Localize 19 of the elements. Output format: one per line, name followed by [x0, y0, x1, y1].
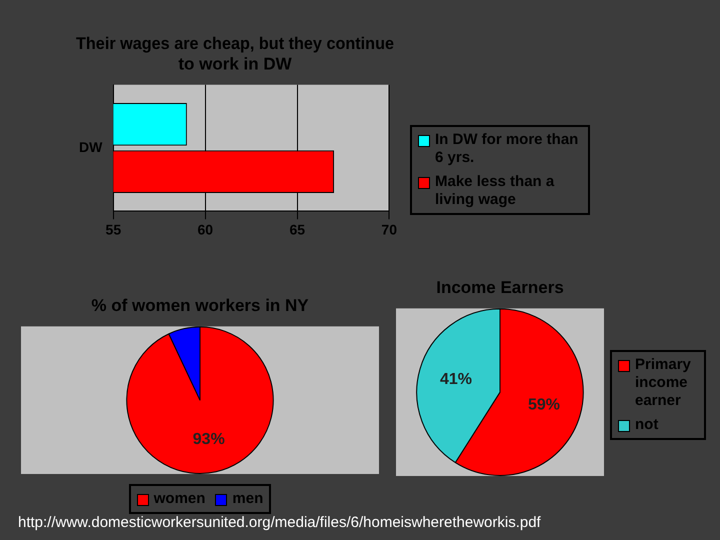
data-label: 41%	[440, 370, 472, 388]
data-label: 59%	[528, 396, 560, 414]
text: http://www.domesticworkersunited.org/media/files/6/homeiswheretheworkis.pdf	[18, 514, 541, 531]
legend-label: Primary income earner	[635, 356, 692, 410]
x-tick-label: 55	[106, 221, 122, 238]
text: Their wages are cheap, but they continue	[76, 34, 394, 53]
legend-label: men	[232, 490, 264, 508]
x-tick-label: 65	[289, 221, 306, 238]
x-tick-label: 70	[381, 221, 398, 238]
y-tick-label: DW	[78, 138, 104, 155]
x-tick-label: 60	[198, 221, 214, 238]
chart-title: Income Earners	[436, 278, 564, 297]
legend-label: not	[635, 416, 658, 434]
legend-label: women	[154, 490, 206, 508]
legend-label: In DW for more than 6 yrs.	[435, 131, 580, 167]
text: to work in DW	[178, 54, 292, 74]
data-label: 93%	[192, 430, 225, 448]
legend-label: Make less than a living wage	[435, 173, 556, 209]
chart-title: % of women workers in NY	[91, 296, 310, 315]
